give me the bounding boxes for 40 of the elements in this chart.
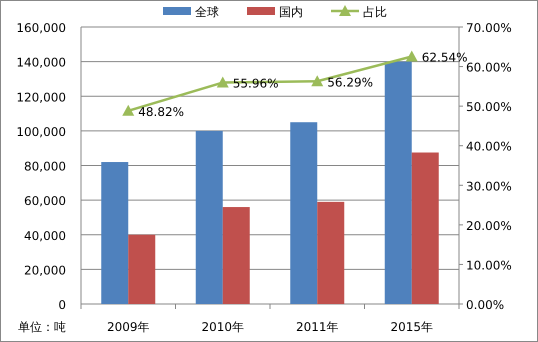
bar xyxy=(290,122,318,304)
bar xyxy=(196,130,223,304)
legend-label: 国内 xyxy=(279,5,303,19)
y-tick-label: 120,000 xyxy=(16,90,66,104)
point xyxy=(216,76,229,88)
x-tick-label: 2010年 xyxy=(201,320,244,334)
legend-label: 占比 xyxy=(363,5,387,19)
bar xyxy=(128,234,156,304)
data-label: 48.82% xyxy=(138,104,184,119)
y-tick-label: 20,000 xyxy=(24,263,66,278)
bar xyxy=(317,202,344,304)
legend-label: 全球 xyxy=(195,5,219,19)
y-tick-label: 40,000 xyxy=(24,228,66,243)
bar xyxy=(101,162,128,304)
y2-tick-label: 50.00% xyxy=(466,100,512,114)
y2-tick-label: 20.00% xyxy=(466,218,512,233)
y-tick-label: 160,000 xyxy=(16,21,66,35)
x-tick-label: 2009年 xyxy=(106,320,150,334)
point xyxy=(311,75,324,86)
point xyxy=(122,104,134,116)
y-tick-label: 80,000 xyxy=(24,160,66,174)
annotation: 单位：吨 xyxy=(18,320,66,334)
y-tick-label: 140,000 xyxy=(16,56,66,70)
y-tick-label: 60,000 xyxy=(24,194,66,208)
y-tick-label: 0 xyxy=(58,298,66,312)
point xyxy=(406,50,418,62)
x-tick-label: 2011年 xyxy=(296,320,339,334)
y2-tick-label: 40.00% xyxy=(466,140,512,154)
y2-tick-label: 0.00% xyxy=(466,298,504,312)
data-label: 62.54% xyxy=(422,50,468,65)
x-tick-label: 2015年 xyxy=(390,320,434,334)
data-label: 56.29% xyxy=(327,75,374,90)
y2-tick-label: 30.00% xyxy=(466,179,512,194)
bar xyxy=(384,62,412,304)
y2-tick-label: 10.00% xyxy=(466,258,512,272)
y2-tick-label: 70.00% xyxy=(466,21,512,35)
y-tick-label: 100,000 xyxy=(16,124,66,139)
bar xyxy=(412,152,439,304)
bar xyxy=(222,207,250,304)
y2-tick-label: 60.00% xyxy=(466,60,512,75)
